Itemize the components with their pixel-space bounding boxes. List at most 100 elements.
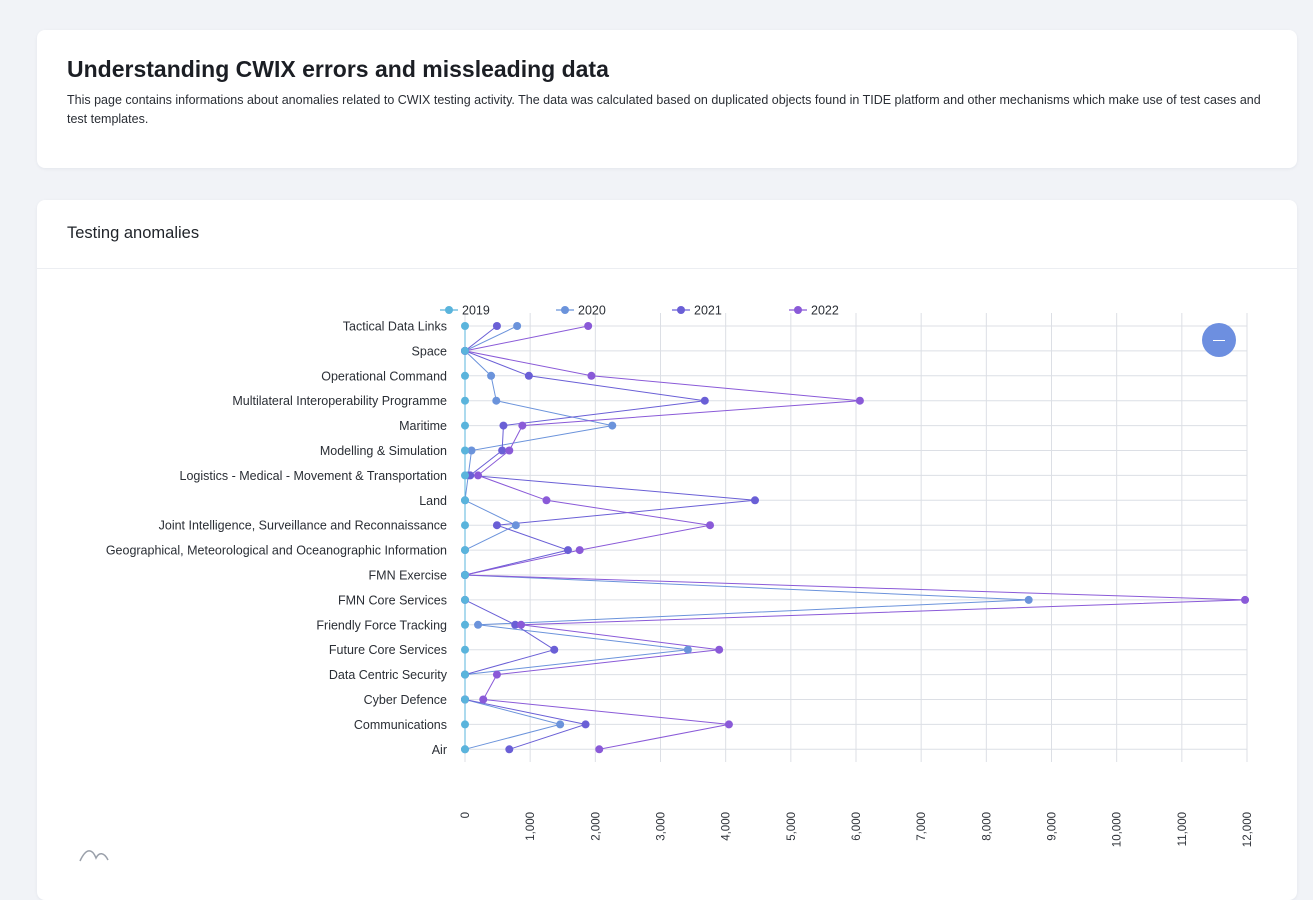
legend-label[interactable]: 2021 <box>694 304 722 318</box>
data-point-2020[interactable] <box>474 620 483 629</box>
data-point-2020[interactable] <box>683 645 692 654</box>
legend-label[interactable]: 2019 <box>462 304 490 318</box>
legend-marker[interactable] <box>445 306 453 314</box>
data-point-2022[interactable] <box>706 521 715 530</box>
data-point-2021[interactable] <box>700 396 709 405</box>
data-point-2021[interactable] <box>505 745 514 754</box>
y-category-label: Tactical Data Links <box>343 320 447 334</box>
data-point-2019[interactable] <box>461 645 469 654</box>
y-category-label: Cyber Defence <box>364 693 447 707</box>
y-category-label: Data Centric Security <box>329 668 448 682</box>
x-tick-label: 6,000 <box>851 812 863 841</box>
data-point-2020[interactable] <box>1024 595 1033 604</box>
data-point-2022[interactable] <box>584 322 593 330</box>
y-category-label: FMN Exercise <box>369 569 448 583</box>
data-point-2019[interactable] <box>461 571 469 579</box>
data-point-2022[interactable] <box>517 620 526 629</box>
data-point-2020[interactable] <box>467 446 476 455</box>
data-point-2022[interactable] <box>474 471 483 480</box>
y-category-label: Logistics - Medical - Movement & Transpo… <box>180 469 448 483</box>
data-point-2022[interactable] <box>575 546 584 555</box>
data-point-2019[interactable] <box>461 471 469 480</box>
data-point-2019[interactable] <box>461 720 469 729</box>
y-category-label: Maritime <box>399 419 447 433</box>
x-tick-label: 0 <box>460 812 472 818</box>
data-point-2020[interactable] <box>487 371 496 380</box>
y-category-label: Multilateral Interoperability Programme <box>232 394 447 408</box>
page-title: Understanding CWIX errors and missleadin… <box>67 56 609 82</box>
section-title: Testing anomalies <box>67 224 200 242</box>
data-point-2022[interactable] <box>715 645 724 654</box>
data-point-2021[interactable] <box>492 322 501 330</box>
x-tick-label: 1,000 <box>525 812 537 841</box>
series-line-2020 <box>464 325 1029 750</box>
data-point-2021[interactable] <box>499 421 508 430</box>
data-point-2019[interactable] <box>461 695 469 704</box>
data-point-2022[interactable] <box>542 496 551 505</box>
data-point-2019[interactable] <box>461 670 469 679</box>
x-tick-label: 4,000 <box>721 812 733 841</box>
data-point-2020[interactable] <box>492 396 501 405</box>
data-point-2022[interactable] <box>724 720 733 729</box>
page-description: This page contains informations about an… <box>67 93 1261 126</box>
data-point-2022[interactable] <box>518 421 527 430</box>
x-tick-label: 12,000 <box>1242 812 1254 847</box>
data-point-2019[interactable] <box>461 396 469 405</box>
data-point-2021[interactable] <box>511 620 520 629</box>
legend-marker[interactable] <box>561 306 569 314</box>
data-point-2021[interactable] <box>498 446 507 455</box>
y-category-label: Communications <box>354 718 447 732</box>
x-tick-label: 8,000 <box>981 812 993 841</box>
legend-marker[interactable] <box>794 306 802 314</box>
data-point-2019[interactable] <box>461 595 469 604</box>
legend-label[interactable]: 2022 <box>811 304 839 318</box>
data-point-2022[interactable] <box>855 396 864 405</box>
x-tick-label: 11,000 <box>1177 812 1189 846</box>
data-point-2020[interactable] <box>513 322 522 330</box>
legend-label[interactable]: 2020 <box>578 304 606 318</box>
data-point-2021[interactable] <box>563 546 572 555</box>
data-point-2019[interactable] <box>461 496 469 505</box>
x-tick-label: 5,000 <box>786 812 798 841</box>
data-point-2022[interactable] <box>1241 595 1250 604</box>
logo-icon <box>79 850 109 862</box>
y-category-label: Air <box>432 743 447 757</box>
data-point-2022[interactable] <box>492 670 501 679</box>
y-category-label: Geographical, Meteorological and Oceanog… <box>106 544 447 558</box>
y-category-label: Modelling & Simulation <box>320 444 447 458</box>
chart: 0 1,000 2,000 3,000 4,000 5,000 6,000 7,000 8,00… <box>106 304 1254 848</box>
data-point-2019[interactable] <box>461 346 469 355</box>
x-tick-label: 9,000 <box>1047 812 1059 841</box>
collapse-button[interactable] <box>1202 323 1236 357</box>
data-point-2022[interactable] <box>595 745 604 754</box>
data-point-2020[interactable] <box>608 421 617 430</box>
data-point-2021[interactable] <box>750 496 759 505</box>
x-tick-label: 2,000 <box>590 812 602 841</box>
data-point-2019[interactable] <box>461 421 469 430</box>
y-category-label: Friendly Force Tracking <box>316 618 447 632</box>
data-point-2020[interactable] <box>556 720 565 729</box>
data-point-2020[interactable] <box>511 521 520 530</box>
y-category-label: Joint Intelligence, Surveillance and Rec… <box>159 519 447 533</box>
y-category-label: FMN Core Services <box>338 593 447 607</box>
y-category-label: Space <box>412 344 447 358</box>
y-category-label: Future Core Services <box>329 643 447 657</box>
data-point-2022[interactable] <box>505 446 514 455</box>
data-point-2019[interactable] <box>461 620 469 629</box>
legend-marker[interactable] <box>677 306 685 314</box>
data-point-2022[interactable] <box>587 371 596 380</box>
data-point-2021[interactable] <box>550 645 559 654</box>
data-point-2021[interactable] <box>524 371 533 380</box>
data-point-2019[interactable] <box>461 745 469 754</box>
data-point-2021[interactable] <box>581 720 590 729</box>
data-point-2019[interactable] <box>461 546 469 555</box>
x-tick-label: 10,000 <box>1112 812 1124 847</box>
y-category-label: Land <box>419 494 447 508</box>
data-point-2019[interactable] <box>461 521 469 530</box>
data-point-2021[interactable] <box>492 521 501 530</box>
data-point-2019[interactable] <box>461 446 469 455</box>
data-point-2019[interactable] <box>461 322 469 330</box>
data-point-2022[interactable] <box>479 695 488 704</box>
y-category-label: Operational Command <box>321 369 447 383</box>
data-point-2019[interactable] <box>461 371 469 380</box>
